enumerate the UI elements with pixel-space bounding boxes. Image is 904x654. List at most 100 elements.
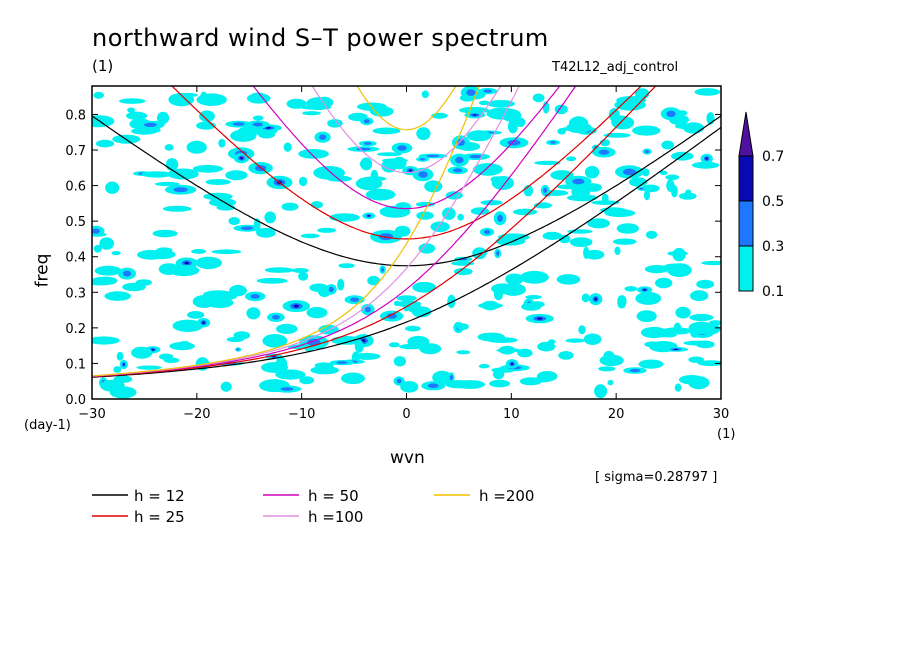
contour-blob	[490, 176, 504, 183]
contour-blob	[127, 107, 136, 113]
contour-blob	[556, 274, 581, 285]
contour-blob	[449, 374, 453, 381]
contour-blob	[405, 325, 421, 332]
contour-blob	[363, 142, 372, 145]
contour-blob	[228, 217, 240, 225]
contour-blob	[192, 295, 216, 308]
x-tick-label: −10	[288, 407, 315, 422]
contour-blob	[381, 159, 397, 173]
contour-blob	[678, 375, 705, 385]
contour-blob	[466, 130, 492, 142]
contour-blob	[407, 335, 430, 348]
contour-blob	[350, 297, 360, 302]
contour-blob	[457, 213, 464, 221]
contour-blob	[93, 244, 102, 253]
contour-blob	[478, 100, 490, 106]
contour-blob	[584, 165, 600, 179]
contour-blob	[578, 325, 586, 335]
x-tick-label: 0	[402, 407, 410, 422]
y-axis-unit: (day-1)	[24, 418, 71, 433]
contour-blob	[416, 211, 434, 220]
contour-blob	[469, 154, 483, 159]
contour-blob	[418, 243, 436, 254]
contour-blob	[144, 122, 157, 127]
contour-blob	[310, 201, 323, 209]
contour-blob	[192, 164, 224, 173]
x-axis-unit: (1)	[717, 427, 736, 442]
contour-blob	[536, 317, 543, 320]
contour-blob	[478, 364, 490, 369]
contour-blob	[172, 319, 204, 332]
contour-blob	[272, 355, 276, 358]
contour-blob	[694, 88, 721, 96]
contour-blob	[381, 267, 384, 272]
contour-blob	[218, 138, 226, 148]
contour-blob	[624, 286, 638, 292]
contour-blob	[329, 213, 360, 222]
contour-blob	[416, 127, 431, 141]
contour-blob	[614, 99, 646, 111]
contour-blob	[341, 372, 365, 385]
contour-blob	[281, 202, 299, 211]
contour-blob	[675, 306, 691, 319]
contour-blob	[594, 384, 608, 399]
legend-item-h12: h = 12	[134, 487, 185, 505]
contour-blob	[655, 277, 673, 289]
contour-blob	[236, 127, 252, 140]
contour-blob	[225, 170, 248, 181]
contour-blob	[252, 115, 264, 121]
contour-blob	[92, 276, 118, 285]
dispersion-curve-ig	[311, 86, 502, 174]
y-tick-label: 0.3	[65, 286, 86, 301]
contour-blob	[264, 211, 277, 224]
x-tick-label: 20	[608, 407, 625, 422]
contour-blob	[696, 340, 715, 349]
contour-blob	[154, 230, 176, 235]
contour-blob	[569, 237, 593, 248]
contour-blob	[642, 168, 650, 177]
y-tick-label: 0.0	[65, 393, 86, 408]
contour-blob	[298, 149, 329, 159]
contour-blob	[542, 231, 562, 240]
contour-blob	[232, 122, 245, 126]
contour-blob	[603, 132, 631, 138]
contour-blob	[370, 169, 379, 182]
contour-blob	[607, 379, 614, 386]
contour-blob	[94, 265, 122, 276]
contour-blob	[395, 202, 411, 212]
contour-blob	[229, 284, 247, 297]
legend-item-h100: h =100	[308, 508, 364, 526]
contour-blob	[92, 228, 100, 234]
contour-blob	[608, 108, 620, 122]
contour-blob	[92, 115, 115, 128]
contour-blob	[499, 345, 516, 355]
contour-blob	[491, 283, 515, 295]
contour-blob	[497, 233, 530, 241]
contour-blob	[167, 168, 199, 180]
contour-blob	[472, 163, 503, 176]
contour-blob	[565, 338, 585, 343]
colorbar-segment	[738, 245, 754, 292]
contour-blob	[393, 356, 406, 367]
contour-blob	[100, 379, 125, 392]
contour-blob	[300, 233, 320, 239]
contour-blob	[299, 376, 315, 385]
contour-blob	[705, 157, 708, 160]
contour-blob	[367, 275, 380, 286]
axis-ticks: −30 −20 −10 0 10 20 30 0.0 0.1 0.2 0.3 0.4 0.5 0.6 0.7…	[65, 86, 729, 422]
contour-blob	[477, 332, 506, 342]
contour-blob	[111, 251, 121, 256]
contour-blob	[256, 277, 288, 284]
y-tick-label: 0.1	[65, 357, 86, 372]
contour-blob	[644, 265, 670, 274]
contour-blob	[135, 279, 152, 286]
contour-blob	[517, 348, 533, 358]
contour-blob	[148, 249, 176, 260]
contour-blob	[534, 160, 561, 166]
contour-blob	[472, 114, 477, 116]
contour-blob	[616, 223, 639, 234]
contour-blob	[261, 362, 288, 373]
contour-blob	[337, 278, 345, 291]
contour-blob	[549, 141, 557, 144]
